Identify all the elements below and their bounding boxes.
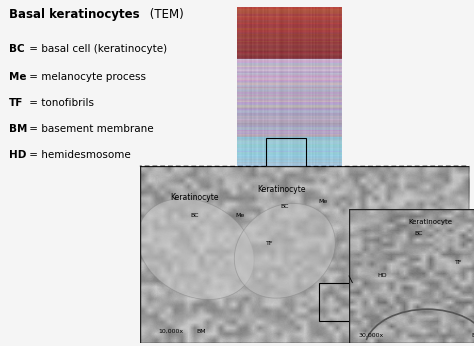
Text: BM: BM <box>471 333 474 338</box>
Text: BC: BC <box>9 44 25 54</box>
Text: BM: BM <box>196 329 206 334</box>
Text: = hemidesmosome: = hemidesmosome <box>27 150 131 160</box>
Text: 30,000x: 30,000x <box>358 333 383 338</box>
Text: Keratinocyte: Keratinocyte <box>257 184 306 193</box>
Text: BC: BC <box>415 231 423 236</box>
Text: = tonofibrils: = tonofibrils <box>27 98 94 108</box>
Ellipse shape <box>234 203 335 298</box>
Text: Me: Me <box>9 72 27 82</box>
Bar <box>266 138 306 166</box>
Text: TF: TF <box>266 241 273 246</box>
Text: BM: BM <box>9 124 27 134</box>
Text: TF: TF <box>9 98 24 108</box>
Text: BC: BC <box>281 204 289 209</box>
Text: Keratinocyte: Keratinocyte <box>170 193 219 202</box>
Text: Me: Me <box>318 199 327 204</box>
Ellipse shape <box>137 199 254 299</box>
Text: Basal keratinocytes: Basal keratinocytes <box>9 8 140 21</box>
Text: Me: Me <box>236 213 245 218</box>
Text: Keratinocyte: Keratinocyte <box>409 219 453 225</box>
Text: HD: HD <box>9 150 27 160</box>
Text: BC: BC <box>190 213 199 218</box>
Text: TF: TF <box>456 260 463 265</box>
Text: = basement membrane: = basement membrane <box>27 124 154 134</box>
Text: 10,000x: 10,000x <box>159 329 184 334</box>
Text: HD: HD <box>377 273 387 278</box>
Text: (TEM): (TEM) <box>146 8 183 21</box>
Text: = basal cell (keratinocyte): = basal cell (keratinocyte) <box>27 44 167 54</box>
Text: = melanocyte process: = melanocyte process <box>27 72 146 82</box>
Bar <box>319 283 352 321</box>
